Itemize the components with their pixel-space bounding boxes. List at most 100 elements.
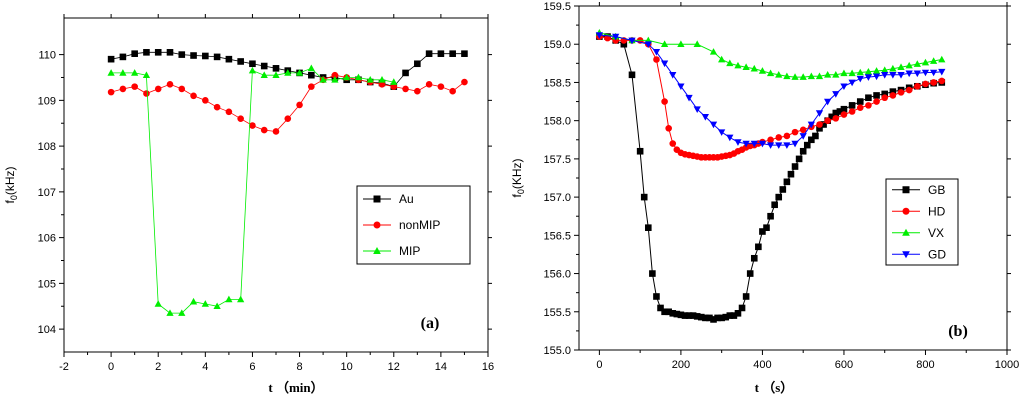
data-point-gb: [665, 308, 672, 316]
data-point-nonmip: [390, 83, 398, 90]
series-hd: [596, 33, 946, 161]
y-tick-label: 159.0: [543, 39, 571, 51]
data-point-vx: [840, 69, 848, 77]
data-point-nonmip: [402, 85, 409, 93]
data-point-gb: [702, 314, 709, 322]
data-point-hd: [889, 92, 897, 99]
data-point-gb: [759, 228, 766, 235]
data-point-gb: [738, 304, 746, 312]
legend-marker-nonmip: [373, 221, 381, 229]
series-line-gd: [599, 34, 942, 146]
y-tick-label: 158.0: [543, 116, 571, 128]
data-point-au: [119, 53, 127, 61]
data-point-nonmip: [202, 97, 209, 104]
data-point-gd: [840, 83, 848, 91]
data-point-au: [154, 49, 162, 56]
data-point-hd: [824, 117, 831, 124]
y-tick-label: 157.5: [543, 154, 571, 166]
data-point-nonmip: [284, 115, 292, 122]
data-point-hd: [767, 136, 774, 144]
y-tick-label: 104: [38, 324, 56, 336]
data-point-vx: [921, 58, 930, 66]
data-point-au: [107, 55, 115, 63]
data-point-nonmip: [143, 90, 150, 97]
data-point-gb: [889, 88, 897, 95]
data-point-gd: [807, 121, 815, 129]
data-point-gd: [897, 71, 905, 79]
y-tick-label: 155.0: [543, 345, 571, 357]
data-point-mip: [354, 73, 363, 81]
data-point-mip: [119, 69, 127, 76]
data-point-gb: [873, 92, 880, 99]
data-point-hd: [653, 56, 660, 63]
data-point-gd: [799, 133, 807, 140]
data-point-au: [272, 65, 280, 72]
y-tick-label: 110: [38, 50, 56, 62]
x-tick-label: 0: [596, 359, 602, 371]
data-point-gb: [644, 224, 652, 231]
data-point-gb: [812, 132, 819, 140]
data-point-gd: [872, 73, 881, 81]
data-point-vx: [783, 72, 791, 80]
data-point-gb: [828, 113, 836, 121]
data-point-gb: [661, 308, 668, 316]
x-tick-label: 12: [388, 361, 400, 373]
data-point-mip: [260, 71, 268, 78]
data-point-gd: [750, 140, 758, 148]
data-point-gb: [767, 212, 774, 220]
data-point-nonmip: [107, 88, 115, 96]
data-point-mip: [142, 71, 151, 78]
data-point-gb: [697, 313, 705, 321]
data-point-hd: [881, 94, 889, 102]
data-point-vx: [872, 67, 881, 74]
data-point-gd: [905, 70, 913, 78]
data-point-vx: [856, 68, 864, 76]
data-point-hd: [783, 132, 791, 140]
data-point-nonmip: [213, 103, 221, 111]
data-point-mip: [201, 300, 209, 307]
data-point-au: [225, 55, 233, 63]
legend-label-hd: HD: [928, 204, 946, 218]
data-point-gb: [636, 147, 644, 155]
legend: Au nonMIP MIP: [356, 185, 471, 265]
data-point-nonmip: [378, 81, 386, 88]
x-tick-label: 10: [341, 361, 353, 373]
data-point-vx: [905, 61, 913, 69]
data-point-au: [143, 49, 150, 56]
data-point-nonmip: [414, 87, 421, 95]
data-point-nonmip: [249, 122, 256, 129]
data-point-gb: [771, 201, 778, 209]
data-point-gd: [693, 106, 701, 113]
data-point-hd: [665, 125, 672, 132]
data-point-gb: [673, 310, 681, 318]
x-axis-label: t （s）: [755, 380, 794, 395]
data-point-gb: [763, 224, 770, 231]
data-point-gd: [652, 49, 661, 56]
data-point-hd: [848, 108, 856, 115]
data-point-mip: [225, 295, 233, 303]
data-point-nonmip: [449, 87, 456, 95]
data-point-mip: [107, 69, 115, 76]
legend-label-vx: VX: [928, 226, 944, 240]
data-point-mip: [178, 309, 186, 316]
data-point-au: [213, 53, 221, 61]
data-point-au: [166, 49, 174, 56]
data-point-hd: [669, 140, 677, 147]
data-point-gd: [612, 33, 620, 41]
y-tick-label: 107: [38, 187, 56, 199]
data-point-mip: [237, 295, 245, 303]
series-line-gb: [599, 36, 942, 320]
data-point-gb: [693, 313, 701, 320]
data-point-gd: [848, 79, 856, 87]
data-point-gd: [669, 71, 677, 79]
data-point-gb: [816, 125, 823, 132]
x-tick-label: 16: [482, 361, 494, 373]
data-point-hd: [905, 86, 913, 94]
data-point-gb: [775, 193, 783, 201]
data-point-nonmip: [190, 92, 197, 100]
data-point-gd: [913, 70, 921, 78]
data-point-au: [461, 50, 468, 57]
series-line-nonmip: [110, 74, 465, 132]
x-tick-label: 1000: [995, 359, 1019, 371]
legend-marker-vx: [902, 228, 910, 236]
